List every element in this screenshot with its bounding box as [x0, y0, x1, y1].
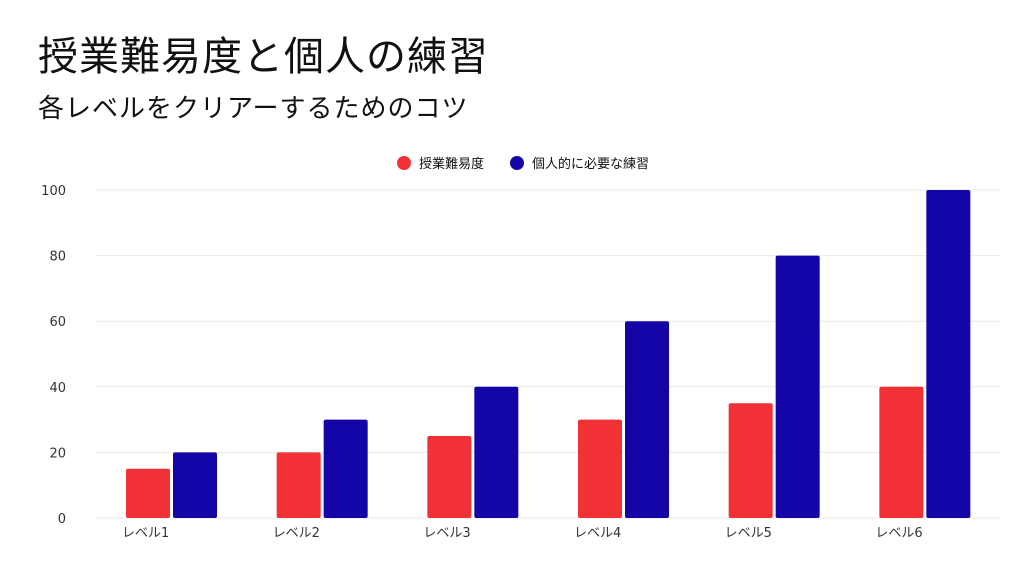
y-tick-label: 100 [41, 184, 66, 199]
bar-series-2 [173, 452, 217, 518]
x-tick-label: レベル3 [423, 526, 470, 541]
y-tick-label: 20 [49, 446, 66, 461]
x-tick-label: レベル5 [725, 526, 772, 541]
chart-title: 授業難易度と個人の練習 [38, 34, 489, 80]
y-tick-label: 60 [49, 315, 66, 330]
x-tick-label: レベル2 [273, 526, 320, 541]
y-tick-label: 80 [49, 250, 66, 265]
bar-series-2 [323, 419, 368, 518]
bar-series-1 [578, 419, 622, 518]
bar-series-1 [276, 452, 321, 518]
y-tick-label: 0 [58, 512, 66, 527]
bar-series-2 [926, 190, 971, 518]
x-tick-label: レベル4 [574, 526, 621, 541]
legend-swatch-series-2 [510, 155, 524, 170]
legend-swatch-series-1 [396, 155, 411, 170]
bar-series-2 [474, 386, 519, 518]
x-tick-label: レベル1 [122, 526, 169, 541]
bar-series-2 [775, 255, 820, 518]
bar-series-1 [126, 468, 170, 518]
legend-label-series-1: 授業難易度 [418, 157, 484, 172]
legend-item-series-1[interactable]: 授業難易度 [396, 153, 484, 172]
chart-subtitle: 各レベルをクリアーするためのコツ [38, 94, 469, 124]
legend: 授業難易度 個人的に必要な練習 [0, 153, 1024, 172]
legend-item-series-2[interactable]: 個人的に必要な練習 [510, 153, 649, 172]
legend-label-series-2: 個人的に必要な練習 [532, 157, 650, 172]
bar-series-1 [427, 436, 472, 518]
y-tick-label: 40 [49, 381, 66, 396]
bar-series-1 [879, 386, 924, 518]
bar-series-2 [625, 321, 669, 518]
bar-series-1 [728, 403, 773, 518]
x-tick-label: レベル6 [875, 526, 922, 541]
